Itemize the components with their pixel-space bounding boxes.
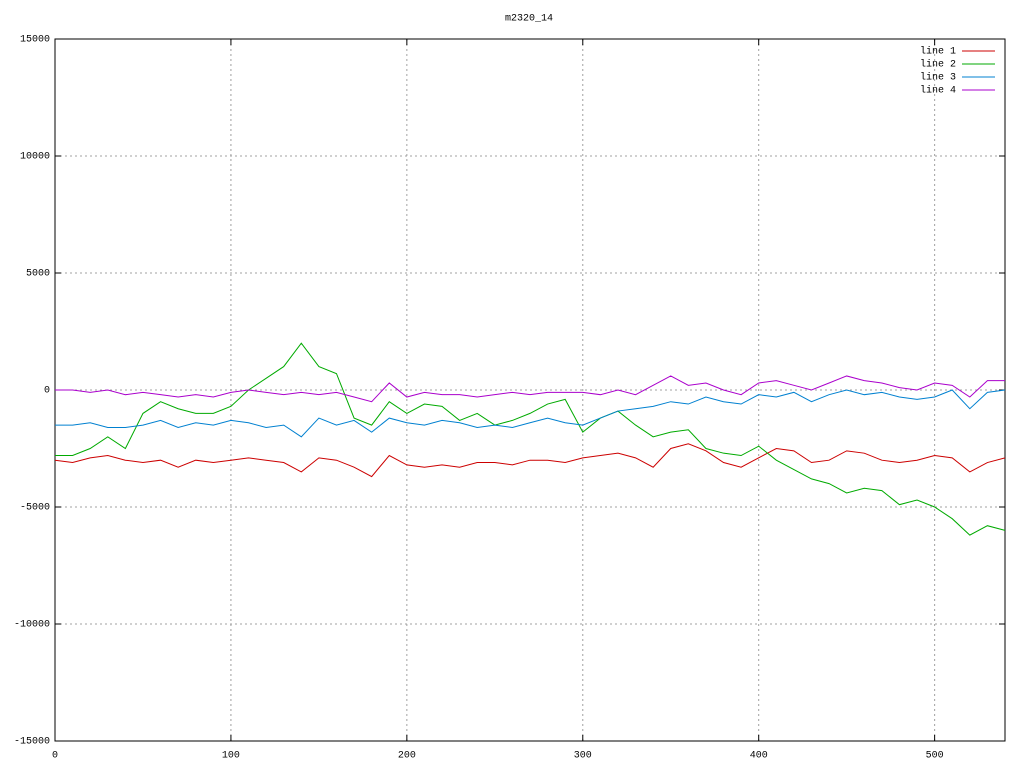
x-tick-label: 0 — [52, 751, 58, 762]
data-line — [55, 375, 1005, 403]
legend-label: line 1 — [920, 46, 956, 58]
x-tick-label: 400 — [750, 751, 768, 762]
x-tick-label: 500 — [926, 751, 944, 762]
y-tick-label: -10000 — [14, 620, 50, 631]
y-tick-label: -5000 — [20, 503, 50, 514]
y-tick-label: 10000 — [20, 152, 50, 163]
data-line — [55, 342, 1006, 536]
data-line — [54, 443, 1006, 478]
x-tick-label: 300 — [574, 751, 592, 762]
legend-label: line 3 — [920, 72, 956, 84]
chart-title: m2320_14 — [505, 14, 553, 25]
y-tick-label: 15000 — [20, 35, 50, 46]
y-tick-label: -15000 — [14, 737, 50, 748]
x-tick-label: 200 — [398, 751, 416, 762]
y-tick-label: 5000 — [26, 269, 50, 280]
data-line — [55, 389, 1006, 438]
legend-label: line 2 — [920, 59, 956, 71]
y-tick-label: 0 — [44, 386, 50, 397]
legend-label: line 4 — [920, 85, 956, 97]
x-tick-label: 100 — [222, 751, 240, 762]
